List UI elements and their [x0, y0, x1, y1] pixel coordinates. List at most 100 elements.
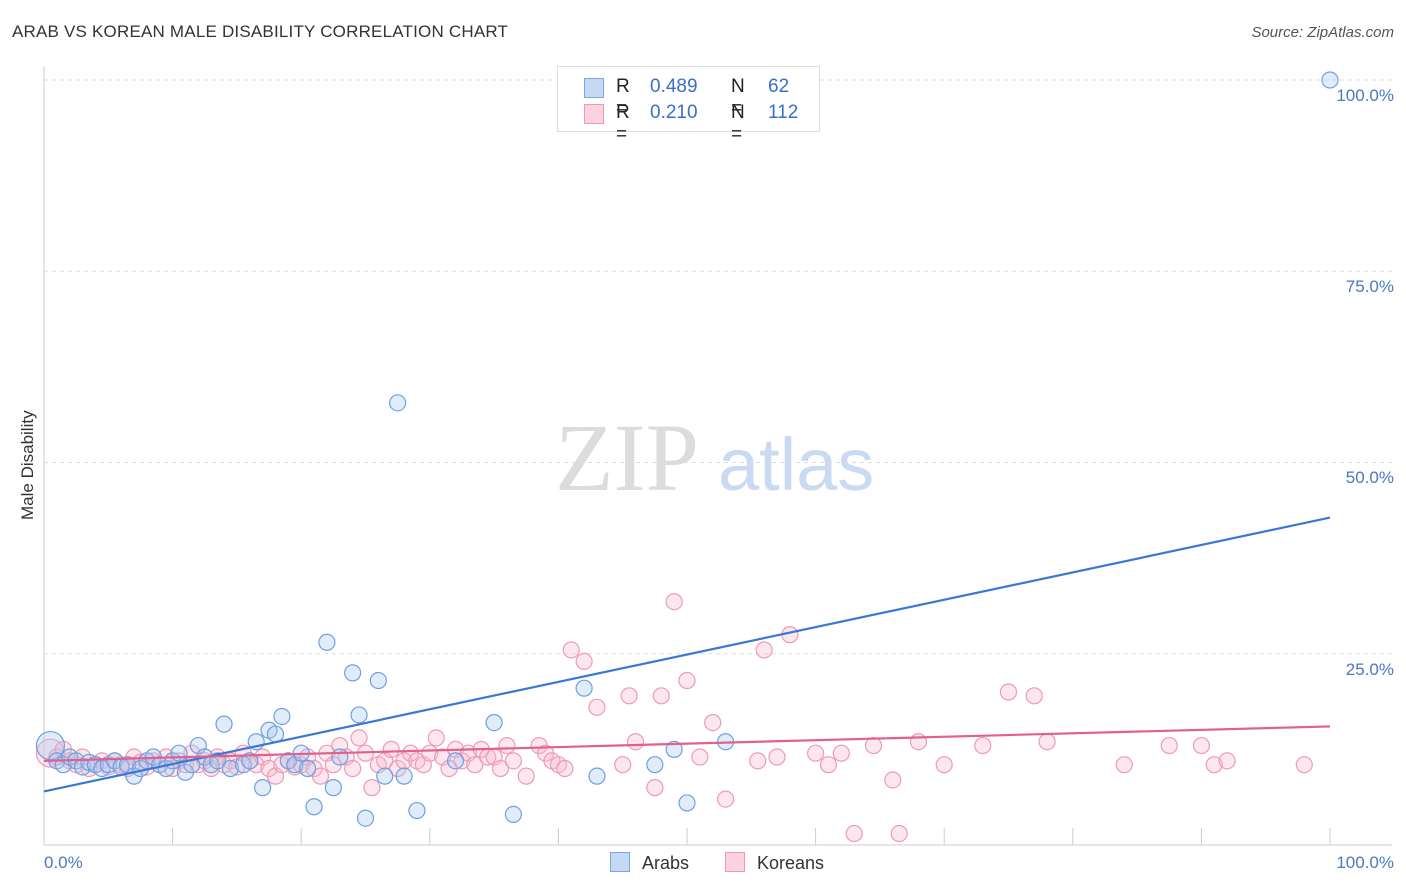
korean-point: [864, 736, 883, 755]
arab-point: [356, 809, 375, 827]
bottom-legend-koreans: Koreans: [725, 852, 824, 874]
korean-point: [466, 756, 484, 774]
y-tick-label: 25.0%: [1345, 660, 1394, 679]
korean-point: [646, 779, 664, 797]
korean-point: [755, 641, 773, 659]
arab-point: [408, 801, 426, 820]
chart-title: ARAB VS KOREAN MALE DISABILITY CORRELATI…: [12, 22, 509, 41]
arab-point: [389, 394, 407, 412]
arab-point: [324, 779, 342, 797]
korean-point: [620, 687, 638, 705]
watermark-atlas: atlas: [718, 423, 874, 506]
korean-point: [382, 740, 400, 758]
legend-r-value: 0.489: [650, 76, 698, 97]
bottom-legend-arabs: Arabs: [610, 852, 689, 874]
korean-point: [311, 767, 330, 785]
korean-point: [588, 698, 606, 716]
arab-point: [376, 767, 394, 785]
legend-r-label: R =: [616, 76, 630, 119]
y-tick-label: 75.0%: [1345, 277, 1394, 296]
korean-point: [691, 748, 709, 766]
korean-point: [909, 733, 928, 751]
korean-point: [575, 652, 593, 671]
korean-point: [350, 729, 368, 747]
legend-n-label: N =: [731, 76, 745, 119]
arab-point: [215, 715, 233, 733]
arab-point: [646, 756, 664, 774]
korean-point: [1160, 736, 1178, 755]
korean-point: [832, 744, 850, 762]
korean-point: [749, 752, 767, 770]
korean-point: [806, 744, 825, 762]
y-tick-label: 50.0%: [1345, 468, 1394, 487]
korean-point: [845, 824, 863, 843]
korean-point: [491, 759, 510, 778]
legend-n-label: N =: [731, 102, 745, 145]
korean-point: [1218, 752, 1236, 770]
korean-point: [974, 736, 992, 755]
korean-point: [556, 759, 574, 778]
source-label: Source: ZipAtlas.com: [1251, 24, 1394, 41]
arab-point: [344, 664, 362, 682]
arab-point: [678, 794, 696, 812]
arab-point: [170, 744, 188, 762]
korean-point: [344, 759, 362, 778]
legend: R = 0.489 N = 62 R = 0.210 N = 112: [557, 66, 820, 145]
arab-point: [266, 725, 285, 743]
x-tick-label: 0.0%: [44, 853, 83, 872]
korean-point: [768, 748, 786, 766]
arab-point: [1321, 71, 1339, 89]
korean-point: [819, 756, 838, 774]
korean-point: [890, 824, 908, 843]
legend-swatch-arabs: [610, 852, 630, 872]
legend-n-value: 112: [768, 102, 799, 123]
legend-r-value: 0.210: [650, 102, 698, 123]
legend-swatch-arabs: [584, 78, 604, 98]
arab-point: [318, 633, 336, 651]
korean-point: [1295, 756, 1313, 774]
korean-point: [1205, 756, 1223, 774]
korean-point: [1115, 756, 1133, 774]
arab-point: [485, 713, 503, 732]
watermark-zip: ZIP: [555, 404, 699, 511]
y-tick-label: 100.0%: [1336, 86, 1394, 105]
korean-point: [363, 779, 381, 797]
arab-point: [665, 740, 683, 758]
korean-point: [704, 713, 722, 732]
arab-point: [299, 759, 317, 778]
arab-point: [395, 767, 413, 785]
arab-point: [446, 752, 465, 770]
korean-point: [498, 736, 516, 755]
arab-point: [369, 671, 387, 690]
arab-point: [331, 748, 349, 766]
x-tick-label: 100.0%: [1336, 853, 1394, 872]
korean-point: [614, 756, 632, 774]
korean-point: [716, 790, 735, 808]
arab-point: [241, 752, 259, 770]
korean-point: [504, 752, 522, 770]
korean-point: [427, 729, 445, 747]
arab-point: [221, 759, 240, 778]
korean-point: [562, 641, 580, 659]
legend-n-value: 62: [768, 76, 790, 97]
korean-point: [999, 683, 1018, 701]
korean-point: [665, 593, 683, 611]
korean-point: [421, 744, 439, 762]
arabs-trend-line: [43, 516, 1331, 793]
korean-point: [1038, 733, 1056, 751]
korean-point: [517, 767, 535, 785]
korean-point: [935, 756, 953, 774]
arab-point: [504, 805, 522, 824]
legend-swatch-koreans: [584, 104, 604, 124]
korean-point: [678, 671, 696, 690]
korean-point: [1192, 736, 1211, 755]
korean-point: [884, 771, 902, 789]
korean-point: [652, 687, 670, 705]
legend-r-label: R =: [616, 102, 630, 145]
arab-point: [350, 706, 368, 724]
korean-point: [626, 733, 645, 751]
arab-point: [588, 767, 606, 785]
arab-point: [273, 707, 291, 726]
legend-label-arabs: Arabs: [642, 853, 690, 873]
